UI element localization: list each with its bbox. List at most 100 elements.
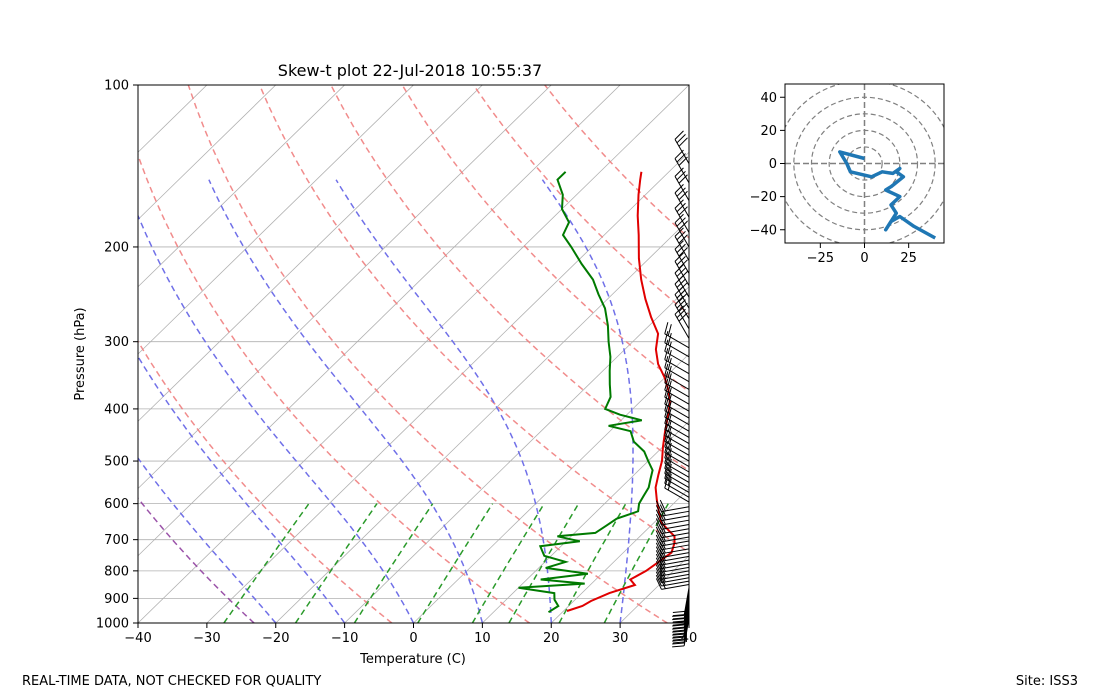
wind-barb-flag [659,534,666,546]
isotherm-line [550,487,689,623]
wind-barb-flag [667,373,672,386]
wind-barb-flag [664,429,669,442]
hodo-x-tick-label: 25 [900,251,917,266]
wind-barb [674,227,690,261]
wind-barb-flag [674,149,684,159]
wind-barb-flag [667,463,672,476]
wind-barb [664,429,690,456]
y-tick-label: 400 [104,402,129,417]
x-axis-label: Temperature (C) [359,652,466,667]
wind-barb-flag [664,385,669,398]
moist-adiabat [688,619,689,623]
dry-adiabat [138,153,531,623]
wind-barb-staff [674,236,690,261]
wind-barb-flag [664,405,669,418]
wind-barb-flag [672,636,685,639]
wind-barb-flag [664,363,669,376]
hodograph-trace [838,150,937,240]
wind-barb-staff [664,462,690,478]
x-tick-label: −20 [262,631,289,646]
wind-barb-staff [664,423,690,438]
wind-barb-flag [655,542,662,554]
y-tick-label: 800 [104,564,129,579]
wind-barb-flag [655,571,662,583]
wind-barb [655,541,690,555]
wind-barb-staff [661,536,690,543]
wind-barb [672,606,690,636]
wind-barb-flag [659,563,666,576]
wind-barb-staff [674,314,690,339]
isotherm-line [138,85,277,221]
wind-barb-flag [655,578,662,590]
wind-barb-flag [676,256,686,266]
wind-barb-flag [667,400,672,413]
wind-barb-flag [676,299,686,309]
wind-barb-flag [664,446,669,459]
wind-barb-flag [676,202,686,213]
hodograph-ring [810,113,919,214]
wind-barb-flag [674,295,684,305]
wind-barb-flag [667,453,672,466]
isotherm-line [138,85,552,490]
wind-barb-flag [655,553,662,566]
isotherm-line [619,555,689,623]
wind-barb-flag [672,633,685,636]
wind-barb-flag [664,339,669,352]
wind-barb-flag [672,626,685,629]
wind-barb-flag [664,471,669,484]
moist-adiabat [335,179,553,623]
dry-adiabat [330,85,689,472]
wind-barb-flag [655,574,662,587]
wind-barb-flag [672,614,685,617]
wind-barb-staff [664,382,690,398]
wind-barb-flag [676,217,686,227]
wind-barb-flag [659,574,666,586]
moist-adiabat [208,179,484,623]
isotherm-line [688,622,689,623]
wind-barb-flag [674,285,684,295]
hodo-y-tick-label: −20 [750,190,777,205]
wind-barb [664,392,690,419]
wind-barb-staff [661,577,690,584]
wind-barb-flag [667,365,672,378]
wind-barb-flag [672,620,685,623]
wind-barb-flag [667,442,672,455]
wind-barb-staff [664,446,690,462]
wind-barb-staff [664,452,690,468]
wind-barb [664,476,690,503]
dry-adiabat [401,85,689,393]
wind-barb-staff [664,359,690,375]
dewpoint-profile [518,171,654,614]
y-tick-label: 200 [104,240,129,255]
mixing-ratio-line [558,503,627,623]
wind-barb-staff [664,468,690,483]
wind-barb [664,440,690,468]
wind-barb-flag [659,538,666,550]
wind-barb-flag [674,213,684,224]
wind-barb-flag [672,632,685,635]
wind-barb [664,423,690,450]
wind-barb-flag [676,289,686,299]
wind-barb-flag [672,638,685,641]
wind-barb-flag [676,133,686,144]
wind-barb-flag [674,240,684,250]
wind-barb [655,570,690,584]
wind-barb-flag [664,347,669,360]
wind-barb-staff [661,583,690,590]
wind-barb-flag [678,220,688,230]
y-tick-label: 900 [104,592,129,607]
wind-barb-staff [664,374,690,390]
wind-barb-flag [664,411,669,424]
x-tick-label: 40 [681,631,698,646]
wind-barb [664,322,690,349]
site-label: Site: ISS3 [1015,674,1078,689]
mixing-ratio-line [223,503,310,623]
wind-barb-staff [661,552,690,559]
wind-barb-flag [674,305,684,315]
wind-barb-flag [655,568,662,580]
wind-barb-flag [672,623,685,626]
wind-barb-flag [667,425,672,438]
wind-barb-flag [664,331,669,343]
wind-barb [655,560,690,573]
